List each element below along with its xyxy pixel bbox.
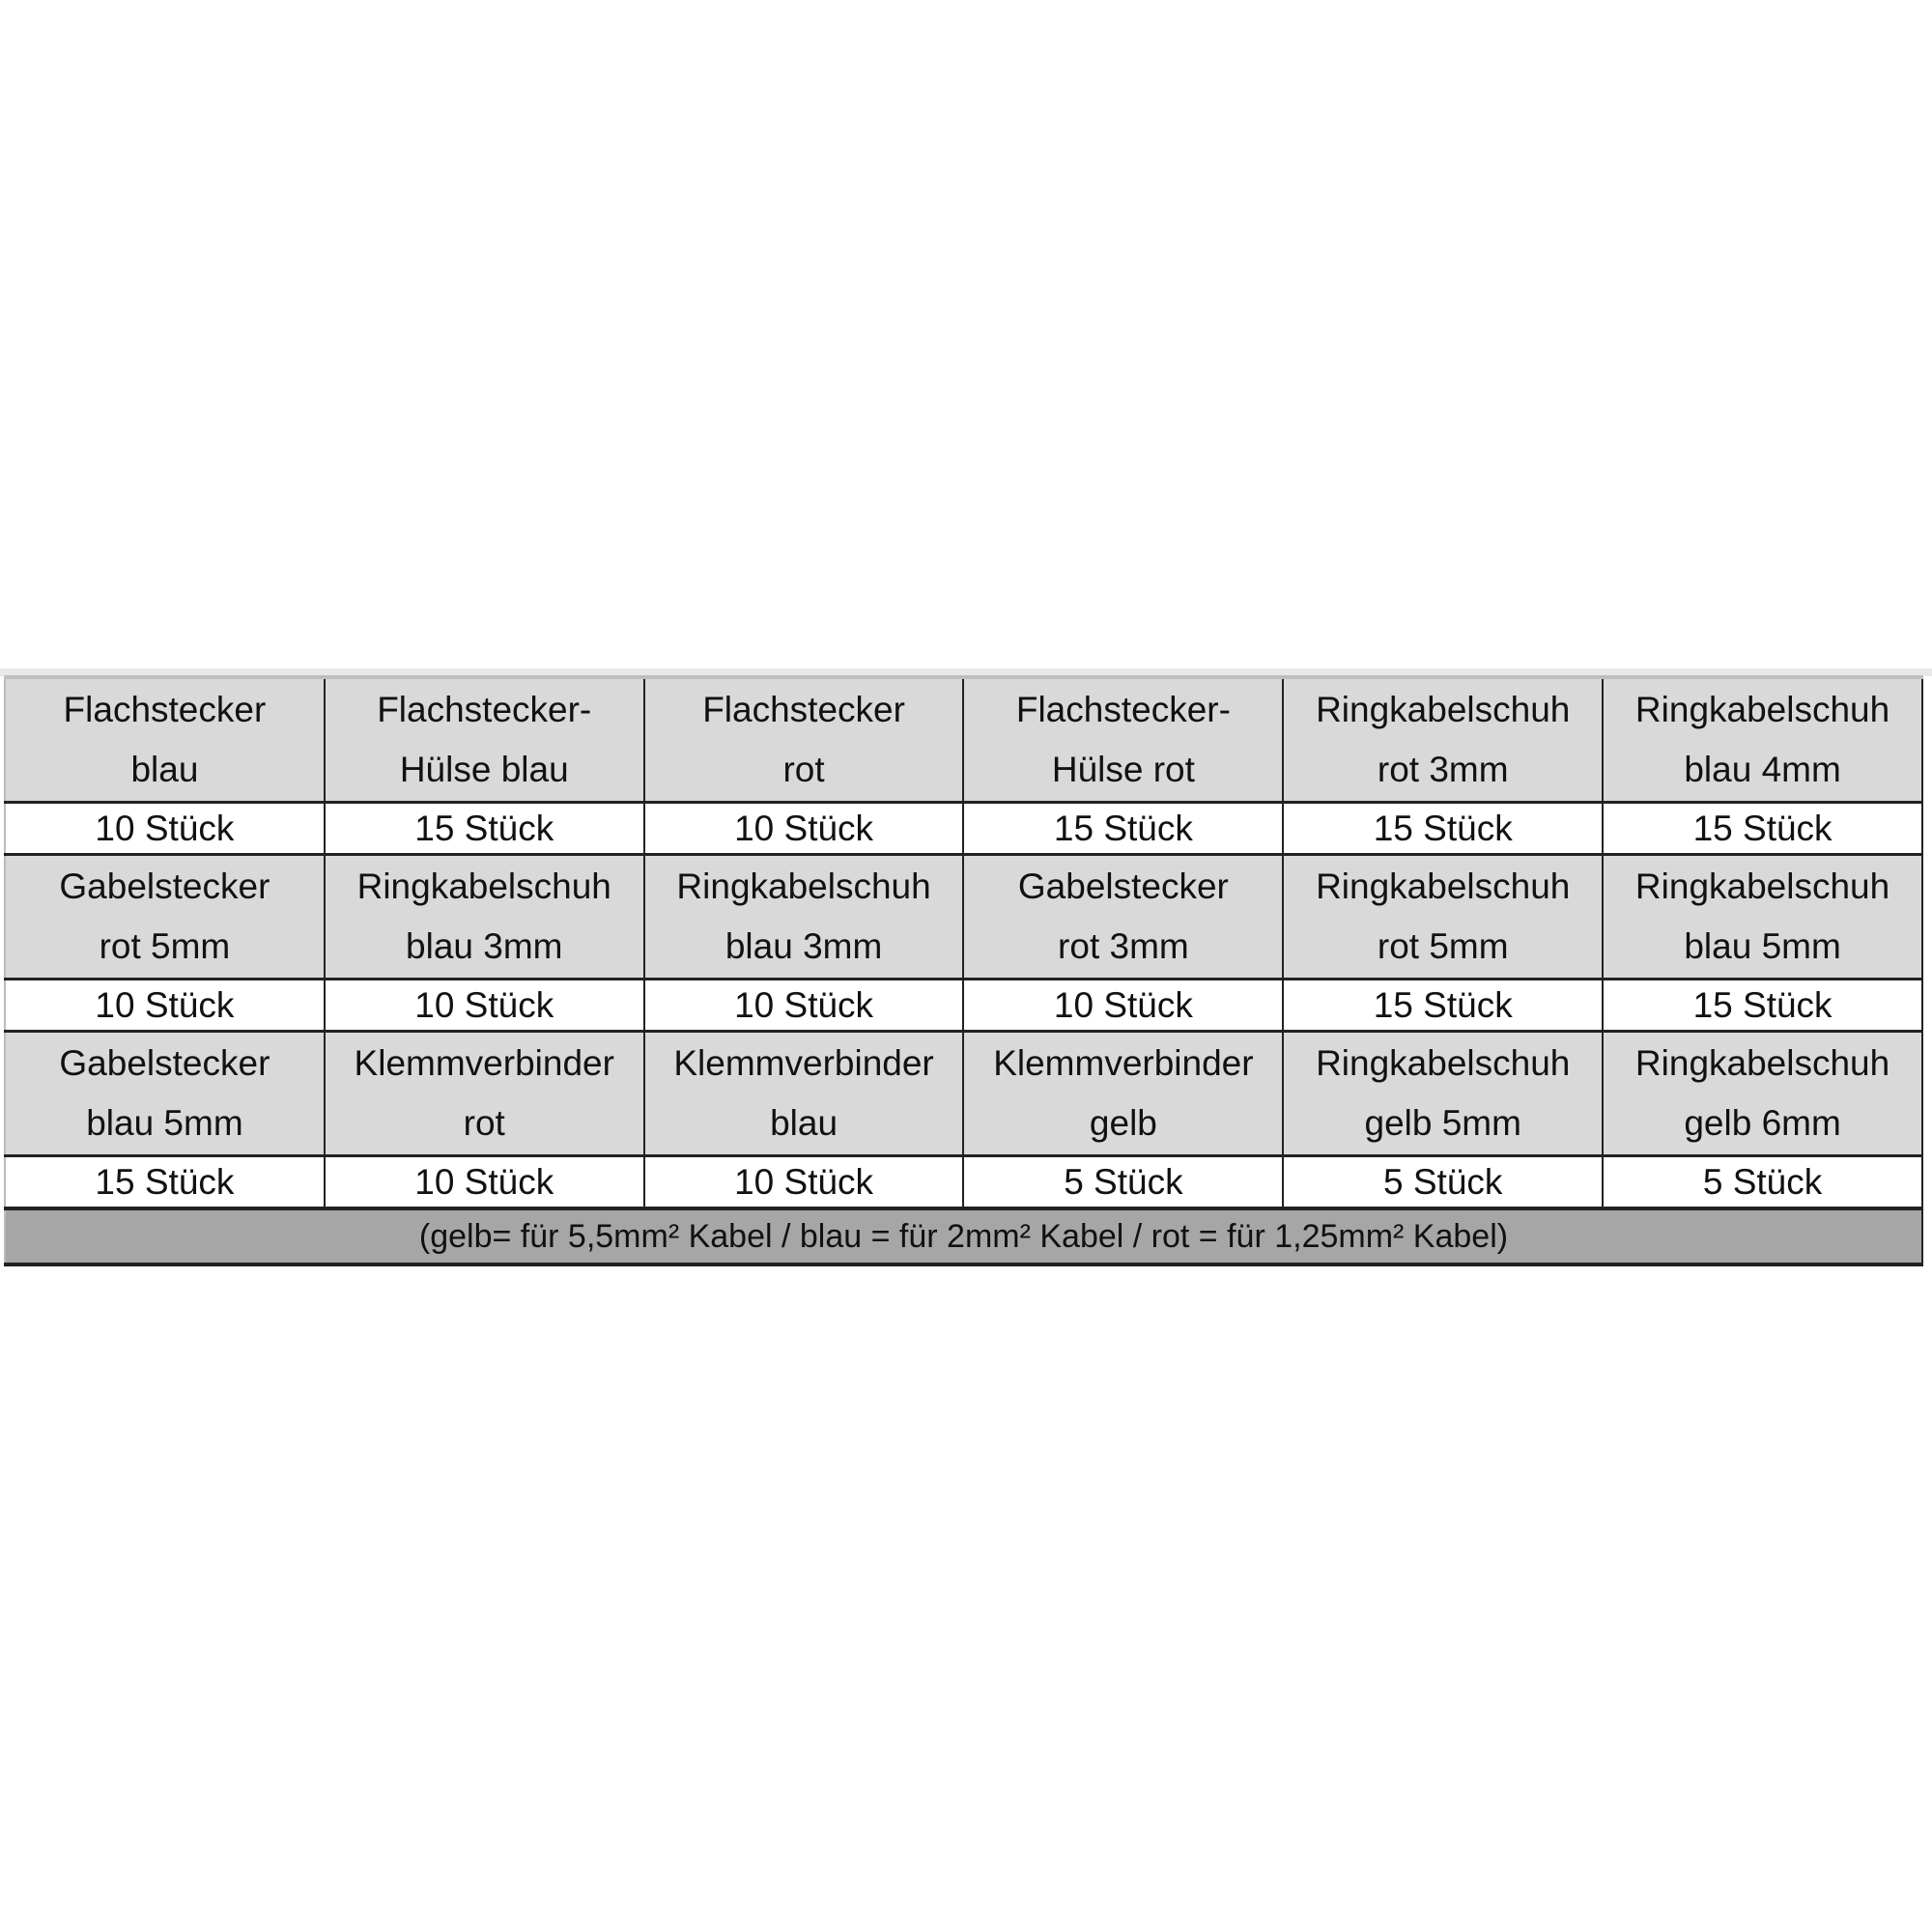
product-name-line: blau 3mm bbox=[406, 926, 563, 966]
product-name-line: Klemmverbinder bbox=[354, 1043, 614, 1083]
quantity-cell: 15 Stück bbox=[1282, 801, 1605, 855]
product-name-row: Flachstecker blau Flachstecker- Hülse blau F… bbox=[4, 675, 1923, 803]
quantity-cell: 15 Stück bbox=[4, 1154, 326, 1208]
product-name-cell: Ringkabelschuh rot 5mm bbox=[1282, 853, 1605, 980]
quantity-cell: 15 Stück bbox=[1602, 978, 1923, 1032]
product-name-cell: Klemmverbinder rot bbox=[323, 1030, 645, 1156]
product-name-line: Flachstecker bbox=[702, 690, 905, 729]
product-name-cell: Ringkabelschuh blau 4mm bbox=[1602, 675, 1923, 803]
product-name-line: Gabelstecker bbox=[59, 1043, 270, 1083]
product-name-line: Ringkabelschuh bbox=[676, 867, 931, 906]
product-name-cell: Gabelstecker blau 5mm bbox=[4, 1030, 326, 1156]
quantity-cell: 5 Stück bbox=[1602, 1154, 1923, 1208]
product-name-line: Gabelstecker bbox=[1017, 867, 1229, 906]
quantity-cell: 5 Stück bbox=[962, 1154, 1285, 1208]
product-name-line: blau 5mm bbox=[86, 1103, 243, 1143]
quantity-cell: 10 Stück bbox=[323, 978, 645, 1032]
product-name-row: Gabelstecker blau 5mm Klemmverbinder rot Kle… bbox=[4, 1030, 1923, 1156]
quantity-row: 10 Stück 15 Stück 10 Stück 15 Stück 15 Stück… bbox=[4, 801, 1923, 855]
product-name-line: Flachstecker bbox=[63, 690, 267, 729]
product-name-line: blau 3mm bbox=[724, 926, 883, 966]
product-name-line: Klemmverbinder bbox=[993, 1043, 1254, 1083]
product-name-line: blau 4mm bbox=[1684, 750, 1841, 789]
quantity-cell: 10 Stück bbox=[4, 801, 326, 855]
product-name-line: rot 5mm bbox=[1377, 926, 1509, 966]
footer-row: (gelb= für 5,5mm² Kabel / blau = für 2mm… bbox=[4, 1207, 1923, 1266]
product-name-row: Gabelstecker rot 5mm Ringkabelschuh blau 3m… bbox=[4, 853, 1923, 980]
quantity-cell: 15 Stück bbox=[323, 801, 645, 855]
product-name-cell: Ringkabelschuh blau 3mm bbox=[323, 853, 645, 980]
quantity-cell: 15 Stück bbox=[1602, 801, 1923, 855]
quantity-cell: 10 Stück bbox=[962, 978, 1285, 1032]
product-name-cell: Gabelstecker rot 5mm bbox=[4, 853, 326, 980]
product-name-line: Ringkabelschuh bbox=[1634, 690, 1890, 729]
product-name-line: Ringkabelschuh bbox=[1634, 1043, 1890, 1083]
product-name-cell: Flachstecker blau bbox=[4, 675, 326, 803]
product-name-line: blau bbox=[770, 1103, 838, 1143]
product-name-line: rot bbox=[463, 1103, 505, 1143]
product-name-cell: Gabelstecker rot 3mm bbox=[962, 853, 1285, 980]
product-name-line: blau bbox=[130, 750, 199, 789]
product-name-line: Ringkabelschuh bbox=[1634, 867, 1890, 906]
product-name-line: gelb bbox=[1089, 1103, 1157, 1143]
product-name-cell: Klemmverbinder gelb bbox=[962, 1030, 1285, 1156]
product-name-line: Ringkabelschuh bbox=[356, 867, 611, 906]
product-name-cell: Ringkabelschuh gelb 5mm bbox=[1282, 1030, 1605, 1156]
product-name-cell: Flachstecker- Hülse rot bbox=[962, 675, 1285, 803]
quantity-cell: 15 Stück bbox=[1282, 978, 1605, 1032]
product-name-cell: Ringkabelschuh gelb 6mm bbox=[1602, 1030, 1923, 1156]
quantity-cell: 10 Stück bbox=[642, 1154, 965, 1208]
product-name-cell: Ringkabelschuh rot 3mm bbox=[1282, 675, 1605, 803]
sheet-gridline bbox=[0, 668, 1932, 676]
quantity-cell: 10 Stück bbox=[4, 978, 326, 1032]
cable-legend-note: (gelb= für 5,5mm² Kabel / blau = für 2mm… bbox=[4, 1207, 1923, 1266]
quantity-row: 15 Stück 10 Stück 10 Stück 5 Stück 5 Stück 5 … bbox=[4, 1154, 1923, 1208]
product-name-line: Ringkabelschuh bbox=[1316, 867, 1571, 906]
product-name-cell: Flachstecker- Hülse blau bbox=[323, 675, 645, 803]
product-name-cell: Flachstecker rot bbox=[642, 675, 965, 803]
quantity-cell: 15 Stück bbox=[962, 801, 1285, 855]
quantity-row: 10 Stück 10 Stück 10 Stück 10 Stück 15 Stück… bbox=[4, 978, 1923, 1032]
product-table: Flachstecker blau Flachstecker- Hülse blau F… bbox=[4, 675, 1923, 1266]
product-name-line: Flachstecker- bbox=[1015, 690, 1231, 729]
quantity-cell: 10 Stück bbox=[323, 1154, 645, 1208]
product-name-cell: Klemmverbinder blau bbox=[642, 1030, 965, 1156]
product-name-line: Hülse blau bbox=[399, 750, 569, 789]
product-name-cell: Ringkabelschuh blau 5mm bbox=[1602, 853, 1923, 980]
quantity-cell: 10 Stück bbox=[642, 801, 965, 855]
product-name-line: gelb 5mm bbox=[1364, 1103, 1521, 1143]
product-name-line: Flachstecker- bbox=[377, 690, 592, 729]
product-name-cell: Ringkabelschuh blau 3mm bbox=[642, 853, 965, 980]
product-name-line: rot 3mm bbox=[1377, 750, 1509, 789]
product-name-line: gelb 6mm bbox=[1684, 1103, 1841, 1143]
product-name-line: blau 5mm bbox=[1684, 926, 1841, 966]
quantity-cell: 5 Stück bbox=[1282, 1154, 1605, 1208]
product-name-line: rot 5mm bbox=[99, 926, 231, 966]
product-name-line: Ringkabelschuh bbox=[1316, 690, 1571, 729]
product-name-line: Hülse rot bbox=[1051, 750, 1195, 789]
product-name-line: Gabelstecker bbox=[59, 867, 270, 906]
product-name-line: rot 3mm bbox=[1058, 926, 1189, 966]
quantity-cell: 10 Stück bbox=[642, 978, 965, 1032]
product-name-line: rot bbox=[782, 750, 825, 789]
product-name-line: Klemmverbinder bbox=[673, 1043, 934, 1083]
product-name-line: Ringkabelschuh bbox=[1316, 1043, 1571, 1083]
